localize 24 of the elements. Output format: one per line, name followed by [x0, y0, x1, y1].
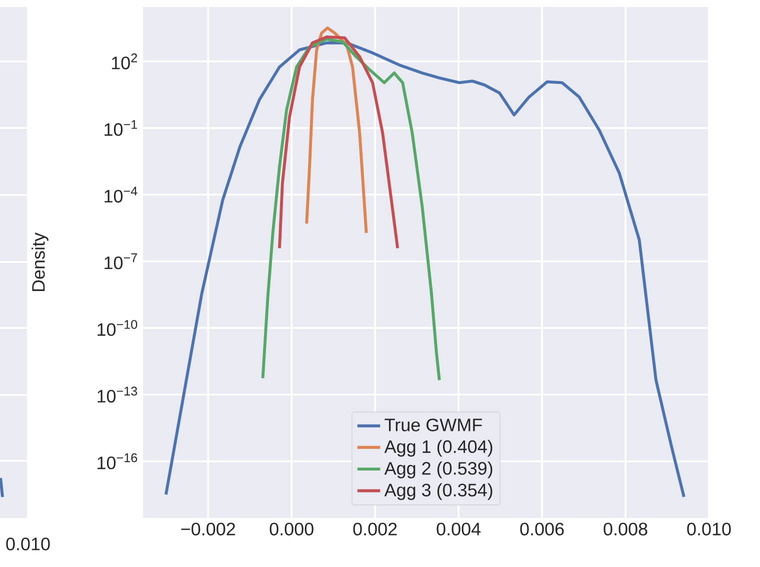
y-tick-label: 10$^{−7}$	[104, 253, 137, 270]
y-axis-title: Density	[32, 232, 48, 292]
x-tick-label: 0.002	[353, 522, 397, 536]
x-tick-label: 0.008	[604, 522, 648, 536]
x-tick-label: 0.000	[270, 522, 314, 536]
y-tick-label: 10$^{−16}$	[98, 453, 138, 470]
legend-label: True GWMF	[384, 418, 482, 432]
line-series	[305, 26, 368, 234]
x-tick-label: 0.010	[687, 522, 731, 536]
line-series	[278, 35, 400, 250]
legend-label: Agg 3 (0.354)	[384, 483, 492, 500]
x-tick-label: 0.006	[520, 522, 564, 536]
x-tick-label: 0.004	[436, 522, 481, 536]
legend-label: Agg 1 (0.404)	[384, 440, 492, 457]
line-series	[261, 38, 441, 382]
y-tick-label: 10$^{2}$	[112, 53, 137, 70]
legend-label: Agg 2 (0.539)	[384, 462, 492, 478]
line-series	[164, 41, 686, 498]
x-tick-label: −0.002	[181, 522, 235, 536]
text: 0.010	[6, 538, 50, 550]
y-tick-label: 10$^{−10}$	[98, 320, 138, 336]
y-tick-label: 10$^{−4}$	[104, 186, 138, 203]
y-tick-label: 10$^{−1}$	[104, 120, 138, 136]
y-tick-label: 10$^{−13}$	[98, 386, 138, 403]
